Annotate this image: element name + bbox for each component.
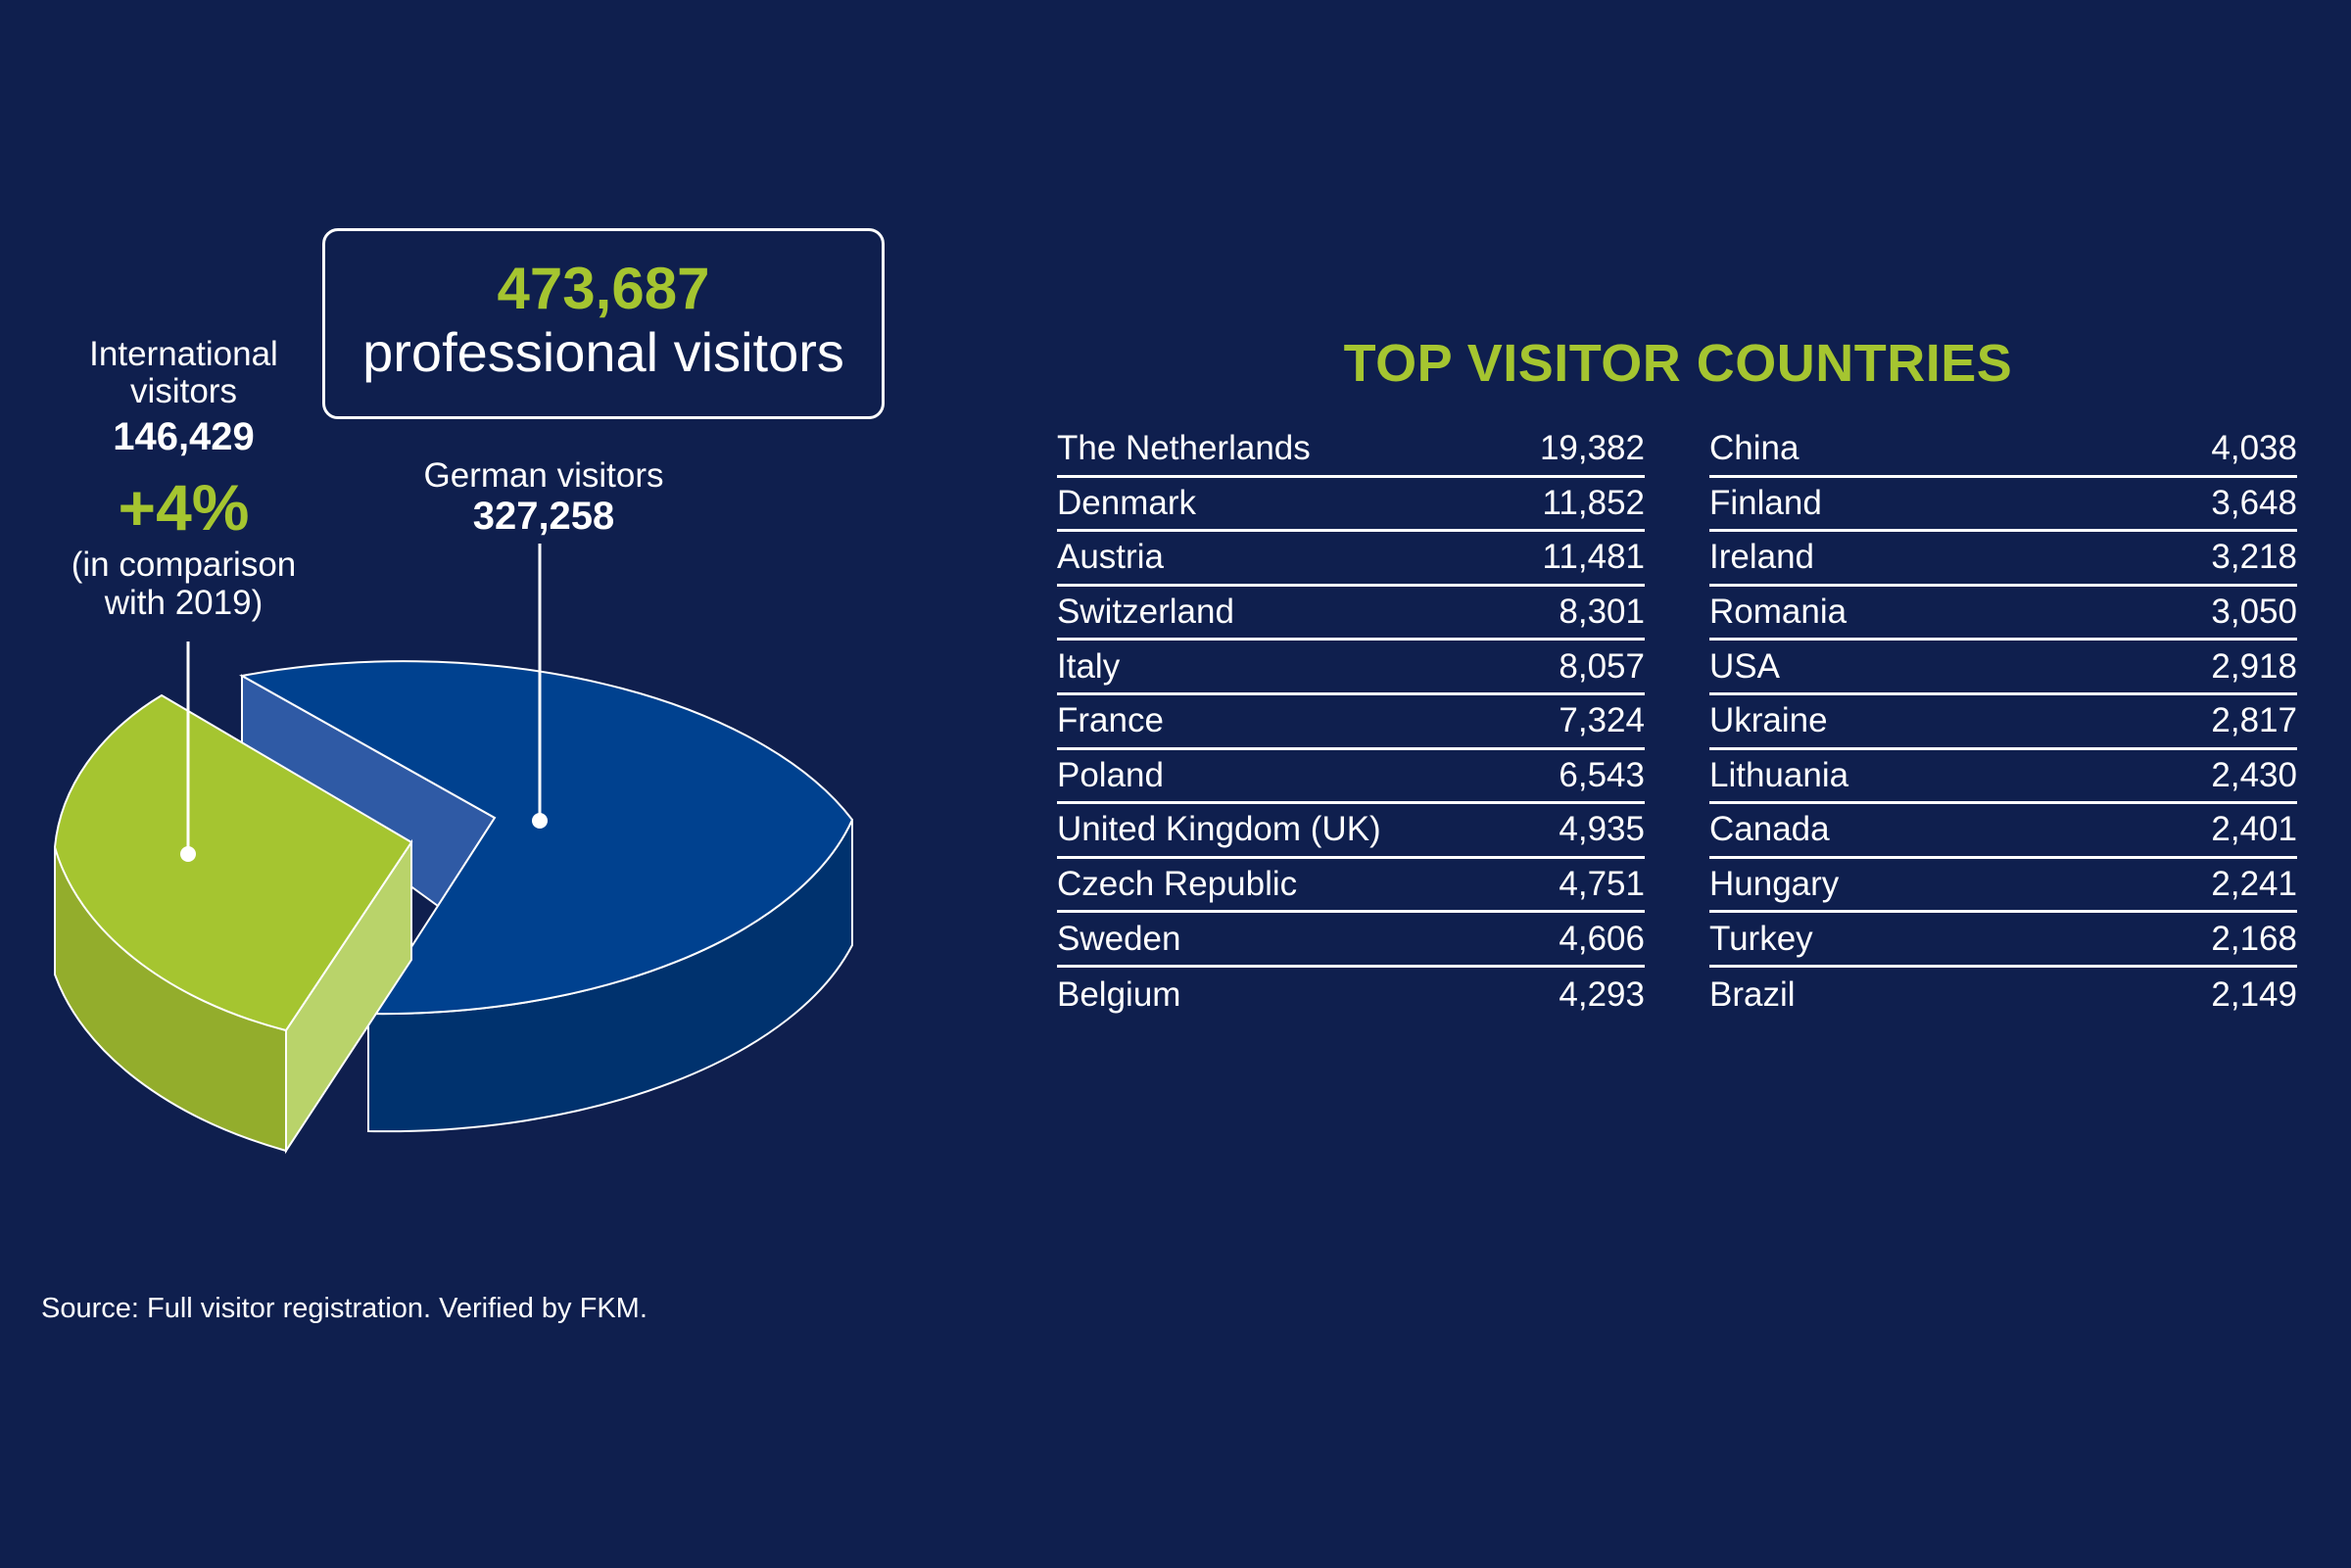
country-value: 11,481 (1542, 538, 1645, 577)
country-value: 3,050 (2211, 593, 2297, 632)
country-row: Sweden 4,606 (1057, 913, 1645, 968)
country-value: 8,301 (1559, 593, 1645, 632)
country-value: 8,057 (1559, 646, 1645, 686)
international-label-line1: International (89, 335, 278, 373)
country-row: Romania 3,050 (1709, 587, 2297, 641)
country-row: Belgium 4,293 (1057, 968, 1645, 1022)
country-value: 2,241 (2211, 865, 2297, 904)
country-row: China 4,038 (1709, 423, 2297, 478)
country-value: 4,935 (1559, 810, 1645, 849)
country-name: China (1709, 429, 1799, 468)
german-value: 327,258 (472, 495, 615, 538)
country-name: United Kingdom (UK) (1057, 810, 1381, 849)
country-value: 4,038 (2211, 429, 2297, 468)
country-value: 4,751 (1559, 865, 1645, 904)
country-row: Austria 11,481 (1057, 532, 1645, 587)
countries-table-left: The Netherlands 19,382 Denmark 11,852 Austri… (1057, 423, 1645, 1022)
country-name: Romania (1709, 593, 1847, 632)
country-value: 6,543 (1559, 755, 1645, 794)
total-visitors-box: 473,687 professional visitors (322, 228, 885, 419)
country-row: Finland 3,648 (1709, 478, 2297, 533)
country-name: Czech Republic (1057, 865, 1298, 904)
international-note-line2: with 2019) (104, 584, 264, 623)
countries-title: TOP VISITOR COUNTRIES (1343, 334, 2013, 393)
country-name: Hungary (1709, 865, 1840, 904)
country-value: 7,324 (1559, 701, 1645, 740)
international-value: 146,429 (113, 415, 255, 458)
international-leader-dot (180, 846, 196, 862)
country-row: Hungary 2,241 (1709, 859, 2297, 914)
total-visitors-label: professional visitors (362, 321, 844, 383)
country-row: Italy 8,057 (1057, 641, 1645, 695)
international-label: International visitors (29, 336, 338, 410)
country-row: Denmark 11,852 (1057, 478, 1645, 533)
country-name: France (1057, 701, 1164, 740)
country-value: 2,817 (2211, 701, 2297, 740)
country-name: Denmark (1057, 483, 1196, 522)
country-row: Turkey 2,168 (1709, 913, 2297, 968)
international-change: +4% (118, 471, 250, 544)
total-visitors-value: 473,687 (497, 256, 710, 321)
country-row: Ireland 3,218 (1709, 532, 2297, 587)
german-slice-top (239, 660, 854, 1016)
country-name: The Netherlands (1057, 429, 1311, 468)
country-name: Belgium (1057, 974, 1181, 1014)
international-slice-top (53, 693, 413, 1032)
country-row: Ukraine 2,817 (1709, 695, 2297, 750)
country-value: 3,648 (2211, 483, 2297, 522)
country-name: Sweden (1057, 919, 1181, 958)
international-note: (in comparison with 2019) (29, 546, 338, 622)
country-name: Finland (1709, 483, 1822, 522)
country-row: United Kingdom (UK) 4,935 (1057, 804, 1645, 859)
country-name: Ukraine (1709, 701, 1828, 740)
country-row: Canada 2,401 (1709, 804, 2297, 859)
german-label: German visitors (423, 456, 664, 495)
country-name: Italy (1057, 646, 1121, 686)
country-value: 4,606 (1559, 919, 1645, 958)
international-label-line2: visitors (130, 371, 237, 410)
country-value: 2,149 (2211, 974, 2297, 1014)
country-row: France 7,324 (1057, 695, 1645, 750)
country-value: 11,852 (1542, 483, 1645, 522)
country-value: 2,430 (2211, 755, 2297, 794)
country-value: 2,168 (2211, 919, 2297, 958)
country-name: Brazil (1709, 974, 1796, 1014)
country-name: Poland (1057, 755, 1164, 794)
country-name: Lithuania (1709, 755, 1849, 794)
country-row: Lithuania 2,430 (1709, 750, 2297, 805)
country-name: Ireland (1709, 538, 1815, 577)
country-row: Poland 6,543 (1057, 750, 1645, 805)
country-row: Czech Republic 4,751 (1057, 859, 1645, 914)
country-name: USA (1709, 646, 1780, 686)
country-name: Canada (1709, 810, 1830, 849)
country-name: Turkey (1709, 919, 1813, 958)
countries-table-right: China 4,038 Finland 3,648 Ireland 3,218 Romani… (1709, 423, 2297, 1022)
international-note-line1: (in comparison (71, 546, 297, 584)
country-value: 4,293 (1559, 974, 1645, 1014)
country-value: 19,382 (1539, 429, 1645, 468)
country-name: Switzerland (1057, 593, 1234, 632)
source-note: Source: Full visitor registration. Verif… (41, 1293, 648, 1324)
german-leader-dot (532, 813, 548, 829)
country-row: The Netherlands 19,382 (1057, 423, 1645, 478)
country-value: 2,401 (2211, 810, 2297, 849)
country-name: Austria (1057, 538, 1164, 577)
country-value: 3,218 (2211, 538, 2297, 577)
country-row: USA 2,918 (1709, 641, 2297, 695)
country-value: 2,918 (2211, 646, 2297, 686)
country-row: Brazil 2,149 (1709, 968, 2297, 1022)
country-row: Switzerland 8,301 (1057, 587, 1645, 641)
